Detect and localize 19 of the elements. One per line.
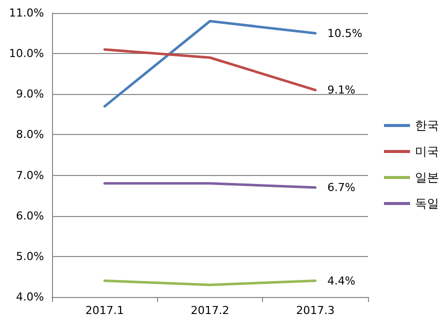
y-tick-label: 9.0% xyxy=(16,88,44,101)
legend-label: 일본 xyxy=(415,170,439,184)
x-tick-label: 2017.2 xyxy=(190,304,230,317)
data-label: 9.1% xyxy=(327,84,356,97)
legend-label: 독일 xyxy=(415,196,439,210)
legend-label: 한국 xyxy=(415,118,439,132)
x-tick-label: 2017.3 xyxy=(296,304,335,317)
data-label: 10.5% xyxy=(327,26,362,40)
legend-label: 미국 xyxy=(415,144,439,158)
y-tick-label: 4.0% xyxy=(16,290,44,304)
y-tick-label: 11.0% xyxy=(9,6,44,20)
y-tick-label: 5.0% xyxy=(16,250,44,263)
data-label: 4.4% xyxy=(327,274,356,288)
y-tick-label: 8.0% xyxy=(16,128,44,142)
x-tick-label: 2017.1 xyxy=(85,304,124,317)
y-tick-label: 7.0% xyxy=(16,168,44,182)
y-tick-label: 6.0% xyxy=(16,209,44,222)
data-label: 6.7% xyxy=(327,180,356,194)
y-tick-label: 10.0% xyxy=(9,47,44,60)
